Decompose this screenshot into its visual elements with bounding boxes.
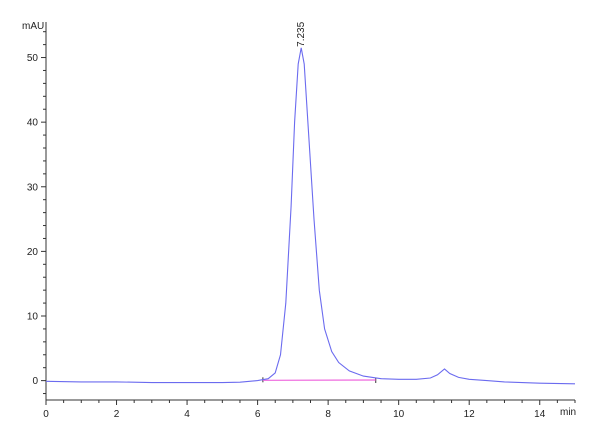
peak-label: 7.235 bbox=[296, 21, 307, 46]
x-tick-label: 6 bbox=[255, 409, 261, 420]
ticks: 0 10 20 30 40 50 0 2 4 6 8 10 12 14 bbox=[27, 32, 575, 420]
y-tick-label: 50 bbox=[27, 53, 39, 64]
y-tick-label: 20 bbox=[27, 247, 39, 258]
x-tick-label: 10 bbox=[393, 409, 405, 420]
x-tick-label: 8 bbox=[325, 409, 331, 420]
y-tick-label: 30 bbox=[27, 182, 39, 193]
x-tick-label: 4 bbox=[184, 409, 190, 420]
x-tick-label: 2 bbox=[114, 409, 120, 420]
y-tick-label: 0 bbox=[32, 376, 38, 387]
x-axis-label: min bbox=[560, 407, 576, 418]
chromatogram-trace bbox=[46, 48, 575, 384]
x-tick-label: 0 bbox=[43, 409, 49, 420]
peak-labels: 7.235 bbox=[296, 21, 307, 46]
y-tick-label: 10 bbox=[27, 312, 39, 323]
y-axis-label: mAU bbox=[22, 21, 44, 32]
y-tick-label: 40 bbox=[27, 118, 39, 129]
x-tick-label: 14 bbox=[534, 409, 546, 420]
x-tick-label: 12 bbox=[464, 409, 476, 420]
axes bbox=[46, 22, 575, 400]
